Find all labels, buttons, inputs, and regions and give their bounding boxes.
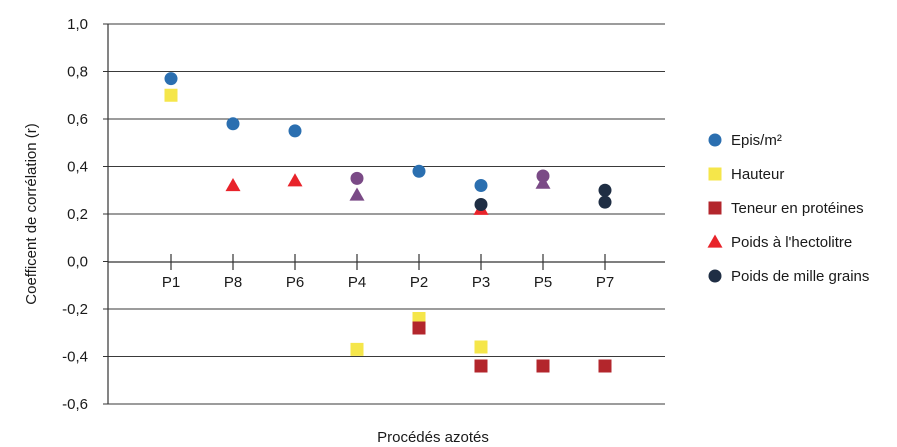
y-tick-label: -0,2 <box>62 301 88 318</box>
legend-marker <box>708 167 722 181</box>
y-tick-label: -0,4 <box>62 349 88 366</box>
y-tick-label: 0,4 <box>67 159 88 176</box>
legend-label: Epis/m² <box>731 132 782 149</box>
data-point <box>226 117 240 131</box>
y-tick-label: -0,6 <box>62 396 88 413</box>
data-point <box>474 179 488 192</box>
y-tick-label: 0,6 <box>67 111 88 128</box>
grid-lines <box>108 23 665 405</box>
data-point <box>474 359 488 373</box>
x-tick-label: P6 <box>286 274 304 291</box>
data-point <box>535 175 551 189</box>
legend-marker <box>708 133 722 147</box>
x-tick-label: P8 <box>224 274 242 291</box>
y-tick-label: 1,0 <box>67 16 88 33</box>
x-axis-title: Procédés azotés <box>377 429 489 446</box>
legend-label: Hauteur <box>731 166 784 183</box>
x-tick-label: P2 <box>410 274 428 291</box>
legend-marker <box>708 201 722 215</box>
x-tick-label: P7 <box>596 274 614 291</box>
y-axis-title: Coefficent de corrélation (r) <box>23 123 40 304</box>
x-tick-label: P3 <box>472 274 490 291</box>
data-point <box>287 173 303 187</box>
data-point <box>412 321 426 335</box>
data-point <box>350 342 364 356</box>
data-point <box>598 183 612 197</box>
data-point <box>164 72 178 86</box>
legend-label: Poids à l'hectolitre <box>731 234 852 251</box>
legend-marker <box>708 269 722 283</box>
x-tick-labels: P1 P8 P6 P4 P2 P3 P5 P7 <box>162 254 614 291</box>
data-point <box>350 171 364 185</box>
x-tick-label: P4 <box>348 274 366 291</box>
data-point <box>474 340 488 354</box>
data-point <box>288 124 302 138</box>
y-tick-labels: -0,6 -0,4 -0,2 0,0 0,2 0,4 0,6 0,8 1,0 <box>62 16 108 413</box>
legend-label: Teneur en protéines <box>731 200 864 217</box>
data-point <box>412 164 426 178</box>
x-tick-label: P1 <box>162 274 180 291</box>
y-tick-label: 0,2 <box>67 206 88 223</box>
data-point <box>598 359 612 373</box>
data-point <box>349 187 365 201</box>
x-tick-label: P5 <box>534 274 552 291</box>
y-tick-label: 0,8 <box>67 64 88 81</box>
data-points <box>164 72 612 373</box>
data-point <box>474 198 488 211</box>
legend-label: Poids de mille grains <box>731 268 869 285</box>
data-point <box>536 359 550 373</box>
data-point <box>598 195 612 209</box>
data-point <box>164 88 178 102</box>
y-tick-label: 0,0 <box>67 254 88 271</box>
legend: Epis/m² Hauteur Teneur en protéines Poids à… <box>707 132 869 285</box>
data-point <box>225 178 241 192</box>
legend-marker <box>707 234 723 248</box>
